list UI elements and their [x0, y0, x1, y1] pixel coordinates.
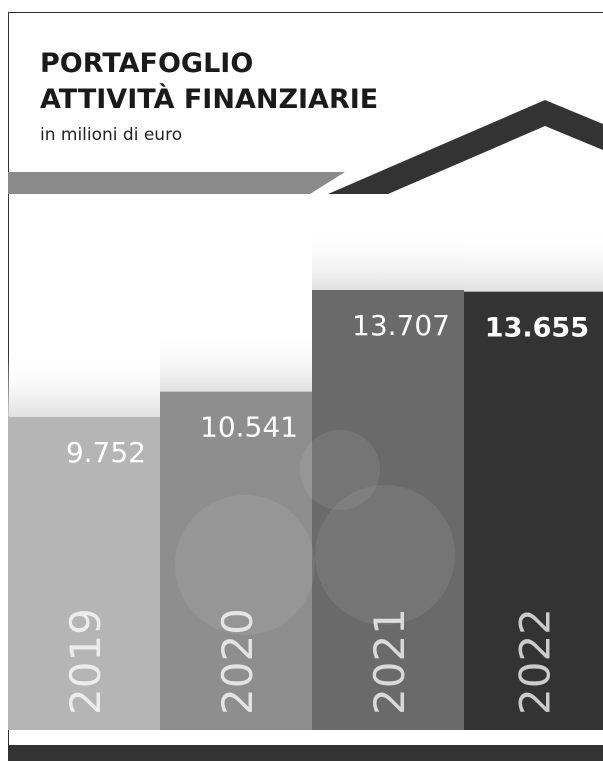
footer-band — [8, 745, 603, 761]
chart-subtitle: in milioni di euro — [40, 125, 182, 145]
bar — [160, 391, 312, 730]
value-label: 10.541 — [200, 411, 298, 444]
bar-shadow — [464, 231, 603, 292]
bar — [312, 290, 464, 730]
bar-shadow — [312, 230, 464, 290]
bar — [464, 291, 603, 730]
bar-shadow — [160, 331, 312, 392]
category-label: 2020 — [213, 608, 262, 715]
chart-title: PORTAFOGLIO — [40, 48, 253, 79]
chart-title: ATTIVITÀ FINANZIARIE — [40, 83, 378, 115]
value-label: 9.752 — [66, 436, 146, 469]
decoration — [300, 430, 380, 510]
roof — [328, 100, 603, 194]
category-label: 2022 — [511, 608, 560, 715]
category-label: 2019 — [61, 608, 110, 715]
bar — [8, 416, 160, 730]
value-label: 13.655 — [485, 313, 589, 344]
value-label: 13.707 — [352, 309, 450, 342]
decoration — [175, 495, 315, 635]
roof-band — [8, 172, 345, 194]
bar-shadow — [8, 356, 160, 417]
category-label: 2021 — [365, 608, 414, 715]
decoration — [315, 485, 455, 625]
